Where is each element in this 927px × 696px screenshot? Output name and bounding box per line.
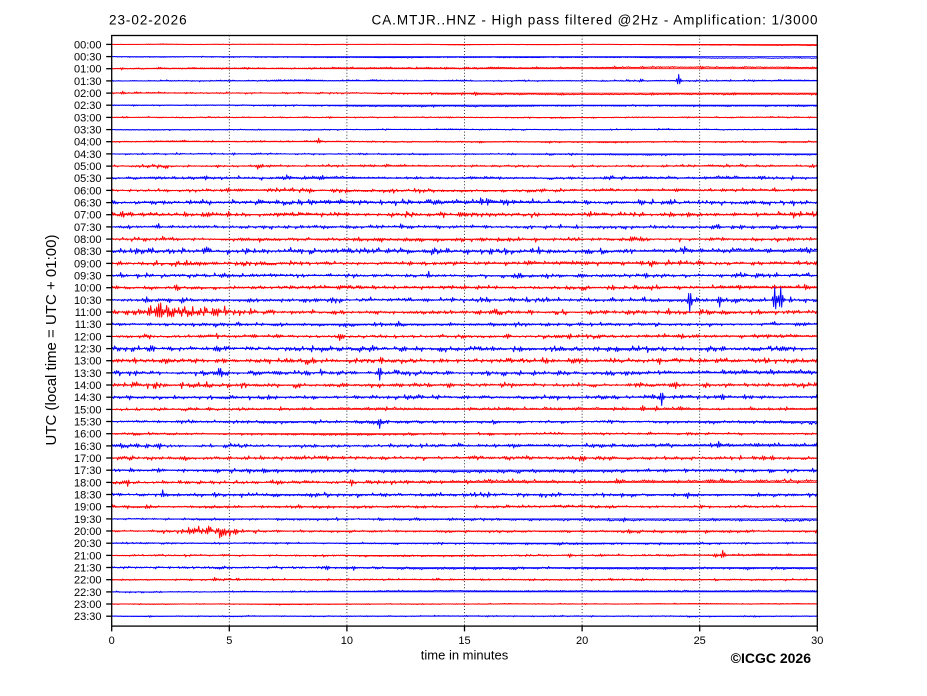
svg-text:21:00: 21:00 <box>74 550 102 562</box>
svg-text:20:00: 20:00 <box>74 526 102 538</box>
svg-text:10: 10 <box>341 635 353 647</box>
svg-text:22:30: 22:30 <box>74 587 102 599</box>
svg-text:15:00: 15:00 <box>74 404 102 416</box>
svg-text:21:30: 21:30 <box>74 562 102 574</box>
svg-text:04:00: 04:00 <box>74 137 102 149</box>
svg-text:08:30: 08:30 <box>74 246 102 258</box>
svg-text:10:00: 10:00 <box>74 283 102 295</box>
svg-text:20:30: 20:30 <box>74 538 102 550</box>
svg-text:5: 5 <box>226 635 232 647</box>
svg-text:01:00: 01:00 <box>74 64 102 76</box>
svg-text:17:00: 17:00 <box>74 453 102 465</box>
svg-text:00:00: 00:00 <box>74 39 102 51</box>
svg-text:03:30: 03:30 <box>74 125 102 137</box>
svg-text:14:00: 14:00 <box>74 380 102 392</box>
svg-text:0: 0 <box>109 635 115 647</box>
svg-text:02:30: 02:30 <box>74 100 102 112</box>
svg-text:00:30: 00:30 <box>74 52 102 64</box>
svg-text:time in minutes: time in minutes <box>421 648 509 663</box>
svg-text:22:00: 22:00 <box>74 575 102 587</box>
svg-text:13:00: 13:00 <box>74 356 102 368</box>
svg-text:07:00: 07:00 <box>74 210 102 222</box>
svg-text:09:00: 09:00 <box>74 258 102 270</box>
svg-text:03:00: 03:00 <box>74 112 102 124</box>
svg-text:©ICGC 2026: ©ICGC 2026 <box>731 650 812 666</box>
svg-text:02:00: 02:00 <box>74 88 102 100</box>
svg-text:05:00: 05:00 <box>74 161 102 173</box>
svg-text:10:30: 10:30 <box>74 295 102 307</box>
svg-text:UTC (local time = UTC + 01:00): UTC (local time = UTC + 01:00) <box>43 235 60 446</box>
svg-text:09:30: 09:30 <box>74 271 102 283</box>
svg-text:16:00: 16:00 <box>74 429 102 441</box>
svg-text:15:30: 15:30 <box>74 416 102 428</box>
svg-text:04:30: 04:30 <box>74 149 102 161</box>
svg-text:23-02-2026: 23-02-2026 <box>109 13 188 28</box>
svg-text:18:00: 18:00 <box>74 477 102 489</box>
svg-text:23:30: 23:30 <box>74 611 102 623</box>
svg-text:08:00: 08:00 <box>74 234 102 246</box>
svg-text:05:30: 05:30 <box>74 173 102 185</box>
svg-text:16:30: 16:30 <box>74 441 102 453</box>
svg-text:11:30: 11:30 <box>75 319 102 331</box>
svg-text:11:00: 11:00 <box>75 307 102 319</box>
svg-text:01:30: 01:30 <box>74 76 102 88</box>
svg-text:12:30: 12:30 <box>74 343 102 355</box>
svg-text:30: 30 <box>811 635 823 647</box>
svg-text:06:00: 06:00 <box>74 185 102 197</box>
svg-text:13:30: 13:30 <box>74 368 102 380</box>
svg-text:15: 15 <box>458 635 470 647</box>
svg-text:CA.MTJR..HNZ - High pass filte: CA.MTJR..HNZ - High pass filtered @2Hz -… <box>372 13 819 28</box>
svg-text:18:30: 18:30 <box>74 489 102 501</box>
svg-text:12:00: 12:00 <box>74 331 102 343</box>
svg-text:19:30: 19:30 <box>74 514 102 526</box>
svg-text:07:30: 07:30 <box>74 222 102 234</box>
svg-text:06:30: 06:30 <box>74 198 102 210</box>
svg-text:20: 20 <box>576 635 588 647</box>
svg-text:17:30: 17:30 <box>74 465 102 477</box>
svg-text:19:00: 19:00 <box>74 502 102 514</box>
svg-text:23:00: 23:00 <box>74 599 102 611</box>
svg-text:14:30: 14:30 <box>74 392 102 404</box>
svg-text:25: 25 <box>694 635 706 647</box>
